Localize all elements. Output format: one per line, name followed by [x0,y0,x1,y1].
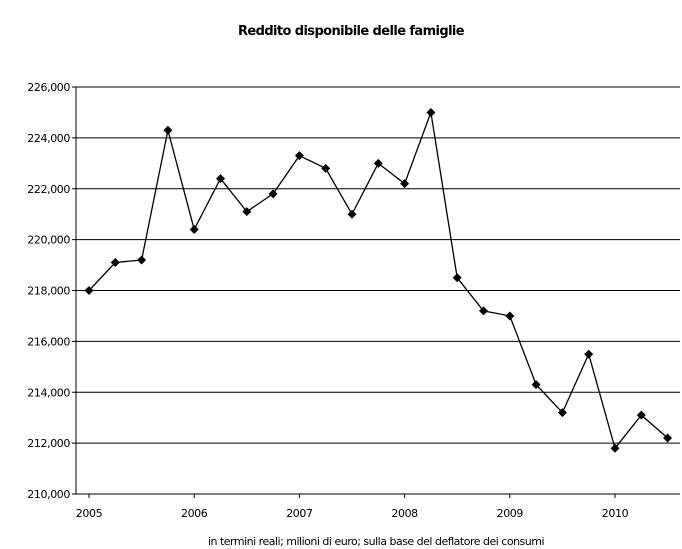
y-tick-label: 220,000 [27,234,70,247]
data-point [84,286,94,295]
data-point [373,158,383,168]
x-tick-labels: 2005 2006 2007 2008 2009 2010 [76,507,629,520]
x-tick-label: 2006 [181,507,208,520]
data-point [636,410,646,420]
y-tick-label: 210,000 [27,488,70,501]
x-axis-label: in termini reali; milioni di euro; sulla… [208,535,545,548]
data-point [531,380,541,390]
data-point [426,107,436,117]
data-point [505,311,515,321]
data-point [321,163,331,173]
data-point [216,174,225,184]
data-point [242,207,252,217]
y-tick-label: 214,000 [27,386,70,399]
y-tick-label: 226,000 [27,81,70,94]
y-tick-label: 216,000 [27,335,70,348]
data-point [268,189,278,199]
data-point [189,224,199,234]
data-point [557,408,567,418]
axes [72,86,680,498]
data-point [137,255,147,265]
data-point [584,349,594,359]
x-tick-label: 2008 [391,507,418,520]
y-tick-label: 222,000 [27,183,70,196]
data-point [163,125,173,135]
data-point [663,433,673,443]
data-point [110,258,120,268]
data-point [347,209,357,219]
y-tick-label: 212,000 [27,437,70,450]
x-tick-label: 2005 [76,507,103,520]
gridlines [76,86,680,444]
data-point [610,443,620,453]
x-tick-label: 2007 [286,507,313,520]
y-tick-labels: 210,000 212,000 214,000 216,000 218,000 220,0… [27,81,70,501]
y-tick-label: 218,000 [27,285,70,298]
x-tick-label: 2010 [602,507,629,520]
data-point [400,179,410,189]
y-tick-label: 224,000 [27,132,70,145]
x-tick-label: 2009 [497,507,524,520]
data-point [452,273,462,283]
data-point [294,151,304,161]
chart-title: Reddito disponibile delle famiglie [238,24,465,39]
data-points [84,107,673,453]
data-point [479,306,488,316]
